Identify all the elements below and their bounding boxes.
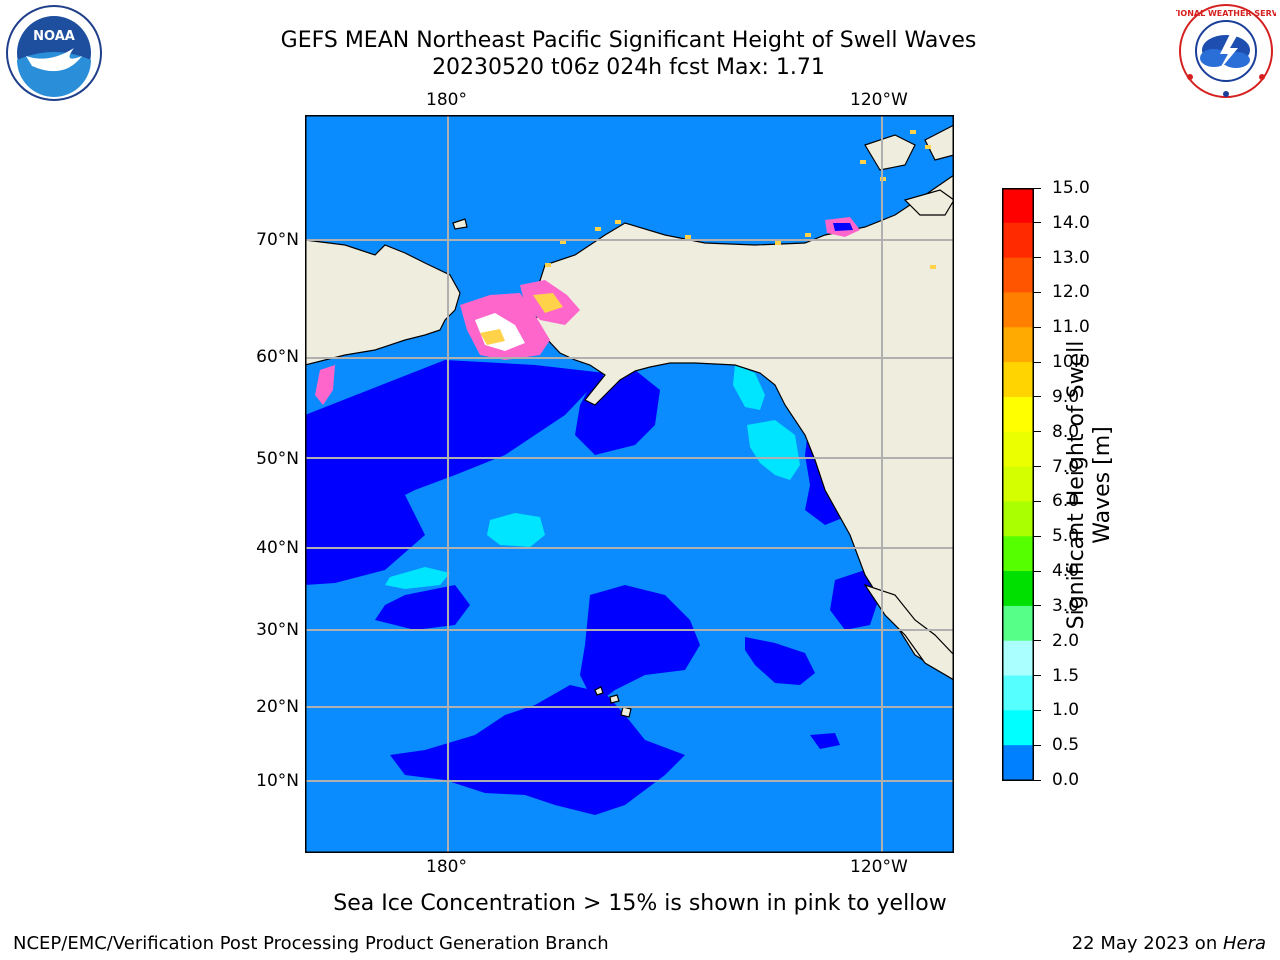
- swell-map: [305, 115, 954, 853]
- lon-label-top-120w: 120°W: [850, 90, 908, 110]
- colorbar-tick-label: 4.0: [1052, 561, 1080, 582]
- lon-label-bottom-180: 180°: [426, 857, 467, 877]
- colorbar-tick-mark: [1034, 257, 1041, 259]
- colorbar-tick-mark: [1034, 361, 1041, 363]
- colorbar-tick-label: 0.0: [1052, 770, 1080, 790]
- colorbar-tick-mark: [1034, 709, 1041, 711]
- footer-machine: Hera: [1222, 933, 1266, 954]
- lat-label-50n: 50°N: [256, 449, 299, 469]
- colorbar-cell: [1002, 188, 1034, 224]
- colorbar-tick-mark: [1034, 431, 1041, 433]
- colorbar-tick-mark: [1034, 744, 1041, 746]
- colorbar-tick-mark: [1034, 779, 1041, 781]
- colorbar-tick-mark: [1034, 396, 1041, 398]
- colorbar-cell: [1002, 536, 1034, 572]
- graticule: [305, 115, 954, 853]
- colorbar-cell: [1002, 431, 1034, 468]
- lat-label-10n: 10°N: [256, 771, 299, 791]
- colorbar-cell: [1002, 327, 1034, 363]
- sea-ice-regions: [315, 130, 936, 405]
- lon-label-bottom-120w: 120°W: [850, 857, 908, 877]
- map-title: GEFS MEAN Northeast Pacific Significant …: [280, 28, 977, 53]
- colorbar-tick-label: 8.0: [1052, 421, 1080, 442]
- colorbar-tick-label: 11.0: [1052, 317, 1090, 338]
- lat-label-40n: 40°N: [256, 538, 299, 558]
- colorbar-tick-mark: [1034, 222, 1041, 224]
- colorbar-tick-mark: [1034, 605, 1041, 607]
- colorbar-tick-mark: [1034, 570, 1041, 572]
- colorbar-tick-label: 1.5: [1052, 665, 1080, 686]
- colorbar-cell: [1002, 396, 1034, 433]
- colorbar-tick-label: 6.0: [1052, 491, 1080, 512]
- colorbar-cell: [1002, 222, 1034, 259]
- colorbar-tick-mark: [1034, 326, 1041, 328]
- colorbar-tick-label: 5.0: [1052, 526, 1080, 547]
- colorbar-tick-label: 9.0: [1052, 386, 1080, 407]
- colorbar: [1002, 188, 1034, 781]
- map-frame: [305, 115, 954, 853]
- colorbar-tick-label: 14.0: [1052, 212, 1090, 233]
- colorbar-tick-mark: [1034, 466, 1041, 468]
- colorbar-cell: [1002, 466, 1034, 503]
- colorbar-cell: [1002, 571, 1034, 607]
- colorbar-tick-mark: [1034, 675, 1041, 677]
- sea-ice-note: Sea Ice Concentration > 15% is shown in …: [333, 891, 947, 916]
- colorbar-cell: [1002, 640, 1034, 677]
- colorbar-cell: [1002, 710, 1034, 746]
- colorbar-tick-label: 0.5: [1052, 735, 1080, 756]
- map-subtitle: 20230520 t06z 024h fcst Max: 1.71: [432, 55, 825, 80]
- footer-date: 22 May 2023 on Hera: [1071, 933, 1266, 954]
- colorbar-tick-label: 13.0: [1052, 247, 1090, 268]
- colorbar-tick-label: 12.0: [1052, 282, 1090, 303]
- noaa-logo: NOAA: [6, 5, 102, 101]
- svg-text:NATIONAL WEATHER SERVICE: NATIONAL WEATHER SERVICE: [1176, 9, 1276, 18]
- colorbar-cell: [1002, 257, 1034, 294]
- colorbar-cell: [1002, 362, 1034, 398]
- colorbar-cell: [1002, 605, 1034, 642]
- colorbar-tick-mark: [1034, 187, 1041, 189]
- colorbar-cell: [1002, 745, 1034, 781]
- colorbar-cell: [1002, 675, 1034, 711]
- colorbar-tick-mark: [1034, 640, 1041, 642]
- colorbar-tick-label: 3.0: [1052, 595, 1080, 616]
- nws-logo: NATIONAL WEATHER SERVICE: [1176, 4, 1276, 98]
- lat-label-70n: 70°N: [256, 230, 299, 250]
- moderate-swell-regions: [385, 365, 800, 589]
- colorbar-cell: [1002, 292, 1034, 328]
- colorbar-tick-label: 1.0: [1052, 700, 1080, 721]
- footer-branch: NCEP/EMC/Verification Post Processing Pr…: [13, 933, 609, 954]
- lon-label-top-180: 180°: [426, 90, 467, 110]
- colorbar-tick-label: 2.0: [1052, 630, 1080, 651]
- colorbar-cell: [1002, 501, 1034, 537]
- svg-text:NOAA: NOAA: [33, 29, 75, 44]
- colorbar-tick-mark: [1034, 500, 1041, 502]
- lat-label-60n: 60°N: [256, 347, 299, 367]
- colorbar-tick-label: 15.0: [1052, 178, 1090, 198]
- land-masses: [305, 124, 954, 718]
- lat-label-30n: 30°N: [256, 620, 299, 640]
- colorbar-tick-mark: [1034, 291, 1041, 293]
- colorbar-tick-label: 7.0: [1052, 456, 1080, 477]
- colorbar-tick-label: 10.0: [1052, 352, 1090, 373]
- colorbar-tick-mark: [1034, 535, 1041, 537]
- lat-label-20n: 20°N: [256, 697, 299, 717]
